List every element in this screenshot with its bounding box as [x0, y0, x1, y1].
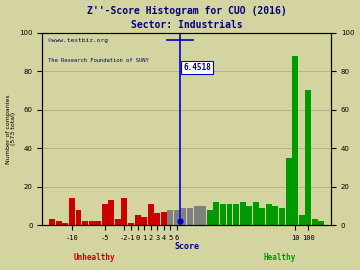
Bar [82, 221, 88, 225]
Bar [167, 210, 173, 225]
Bar [76, 210, 81, 225]
Bar [266, 204, 272, 225]
Bar [141, 217, 147, 225]
Bar [200, 206, 206, 225]
Bar [213, 202, 219, 225]
Bar [161, 212, 167, 225]
Bar [305, 90, 311, 225]
Title: Z''-Score Histogram for CUO (2016)
Sector: Industrials: Z''-Score Histogram for CUO (2016) Secto… [87, 6, 287, 31]
Text: Unhealthy: Unhealthy [73, 253, 115, 262]
Bar [220, 204, 226, 225]
Bar [135, 215, 140, 225]
Bar [95, 221, 101, 225]
Bar [56, 221, 62, 225]
Bar [253, 202, 259, 225]
Bar [181, 208, 186, 225]
Bar [285, 158, 292, 225]
Bar [194, 206, 199, 225]
Text: 6.4518: 6.4518 [183, 63, 211, 72]
Bar [154, 214, 160, 225]
Bar [299, 215, 305, 225]
Bar [69, 198, 75, 225]
Bar [108, 200, 114, 225]
Bar [207, 210, 213, 225]
Bar [121, 198, 127, 225]
Bar [128, 223, 134, 225]
Bar [115, 219, 121, 225]
Bar [62, 223, 68, 225]
Bar [246, 206, 252, 225]
Text: Healthy: Healthy [263, 253, 296, 262]
Bar [148, 204, 154, 225]
Bar [187, 208, 193, 225]
Bar [49, 219, 55, 225]
Bar [89, 221, 95, 225]
Bar [174, 210, 180, 225]
Bar [240, 202, 246, 225]
Bar [102, 204, 108, 225]
Bar [233, 204, 239, 225]
Bar [259, 208, 265, 225]
Bar [226, 204, 233, 225]
Y-axis label: Number of companies
(573 total): Number of companies (573 total) [5, 94, 16, 164]
Bar [279, 208, 285, 225]
Text: The Research Foundation of SUNY: The Research Foundation of SUNY [48, 58, 149, 63]
X-axis label: Score: Score [174, 242, 199, 251]
Bar [312, 219, 318, 225]
Bar [319, 221, 324, 225]
Bar [292, 56, 298, 225]
Bar [273, 206, 278, 225]
Text: ©www.textbiz.org: ©www.textbiz.org [48, 38, 108, 43]
